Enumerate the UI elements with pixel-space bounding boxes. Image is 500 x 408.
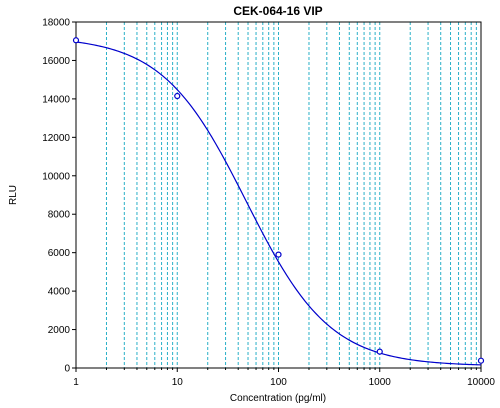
y-tick-label: 0 xyxy=(64,364,70,375)
chart-title: CEK-064-16 VIP xyxy=(233,4,322,18)
y-tick-label: 2000 xyxy=(48,325,71,336)
y-axis-ticks: 0 2000 4000 6000 8000 10000 12000 14000 16000 180… xyxy=(42,18,76,375)
y-tick-label: 6000 xyxy=(48,248,71,259)
y-tick-label: 16000 xyxy=(42,56,70,67)
data-point xyxy=(275,251,282,258)
plot-frame xyxy=(75,21,482,369)
x-tick-label: 10 xyxy=(172,377,184,388)
data-point xyxy=(72,37,80,44)
y-tick-label: 4000 xyxy=(48,287,71,298)
data-point xyxy=(376,348,383,355)
data-point xyxy=(174,92,181,100)
y-tick-label: 8000 xyxy=(48,210,71,221)
y-tick-label: 14000 xyxy=(42,94,70,105)
y-tick-label: 10000 xyxy=(42,171,70,182)
y-tick-label: 12000 xyxy=(42,133,70,144)
x-tick-label: 100 xyxy=(270,377,287,388)
data-points xyxy=(72,37,485,364)
y-tick-label: 18000 xyxy=(42,18,70,29)
grid xyxy=(105,22,477,368)
y-axis-label: RLU xyxy=(8,185,19,205)
x-tick-label: 1 xyxy=(73,377,79,388)
x-tick-label: 10000 xyxy=(467,377,495,388)
x-tick-label: 1000 xyxy=(369,377,392,388)
fit-curve xyxy=(75,41,482,366)
data-point xyxy=(477,357,485,364)
x-axis-label: Concentration (pg/ml) xyxy=(230,393,326,404)
fit-curve-path xyxy=(75,41,482,366)
